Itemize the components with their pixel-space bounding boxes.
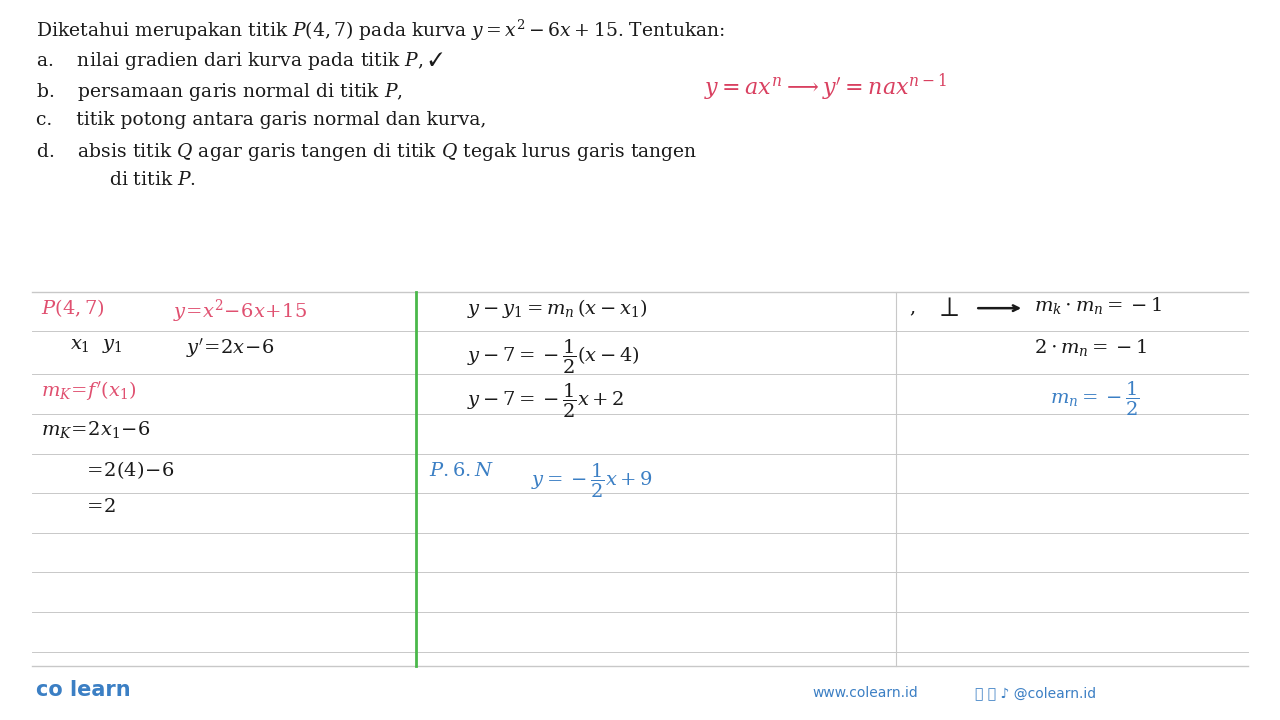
Text: Diketahui merupakan titik $P(4, 7)$ pada kurva $y = x^2 - 6x + 15$. Tentukan:: Diketahui merupakan titik $P(4, 7)$ pada… [36,18,724,43]
Text: $\perp$: $\perp$ [934,295,960,323]
Text: $y - y_1 = m_n\,(x - x_1)$: $y - y_1 = m_n\,(x - x_1)$ [467,297,648,320]
Text: $P.6.N$: $P.6.N$ [429,462,494,480]
Text: di titik $P$.: di titik $P$. [109,171,196,189]
Text: $,$: $,$ [909,300,915,318]
Text: $y - 7 = -\dfrac{1}{2}(x - 4)$: $y - 7 = -\dfrac{1}{2}(x - 4)$ [467,338,640,377]
Text: $y\!=\!x^2\!-\!6x\!+\!15$: $y\!=\!x^2\!-\!6x\!+\!15$ [173,297,307,325]
Text: c.    titik potong antara garis normal dan kurva,: c. titik potong antara garis normal dan … [36,111,486,129]
Text: a.    nilai gradien dari kurva pada titik $P$, $\checkmark$: a. nilai gradien dari kurva pada titik $… [36,50,444,73]
Text: d.    absis titik $Q$ agar garis tangen di titik $Q$ tegak lurus garis tangen: d. absis titik $Q$ agar garis tangen di … [36,141,698,163]
Text: $m_K\!=\!f'(x_1)$: $m_K\!=\!f'(x_1)$ [41,379,137,402]
Text: $y=ax^n \longrightarrow y'=nax^{n-1}$: $y=ax^n \longrightarrow y'=nax^{n-1}$ [704,72,947,104]
Text: $y - 7 = -\dfrac{1}{2}x + 2$: $y - 7 = -\dfrac{1}{2}x + 2$ [467,382,625,420]
Text: $m_n = -\dfrac{1}{2}$: $m_n = -\dfrac{1}{2}$ [1050,380,1139,418]
Text: www.colearn.id: www.colearn.id [813,686,919,700]
Text: Ⓕ ⓞ ♪ @colearn.id: Ⓕ ⓞ ♪ @colearn.id [975,686,1097,700]
Text: co learn: co learn [36,680,131,700]
Text: $y = -\dfrac{1}{2}x + 9$: $y = -\dfrac{1}{2}x + 9$ [531,462,653,500]
Text: b.    persamaan garis normal di titik $P$,: b. persamaan garis normal di titik $P$, [36,81,403,103]
Text: $y'\!=\!2x\!-\!6$: $y'\!=\!2x\!-\!6$ [186,337,274,360]
Text: $=\!2(4)\!-\!6$: $=\!2(4)\!-\!6$ [83,459,174,481]
Text: $m_K\!=\!2x_1\!-\!6$: $m_K\!=\!2x_1\!-\!6$ [41,419,151,440]
Text: $x_1$  $y_1$: $x_1$ $y_1$ [70,337,123,355]
Text: $P(4,7)$: $P(4,7)$ [41,297,105,319]
Text: $m_k \cdot m_n = -1$: $m_k \cdot m_n = -1$ [1034,295,1162,316]
Text: $=\!2$: $=\!2$ [83,498,116,516]
Text: $2 \cdot m_n = -1$: $2 \cdot m_n = -1$ [1034,337,1148,358]
